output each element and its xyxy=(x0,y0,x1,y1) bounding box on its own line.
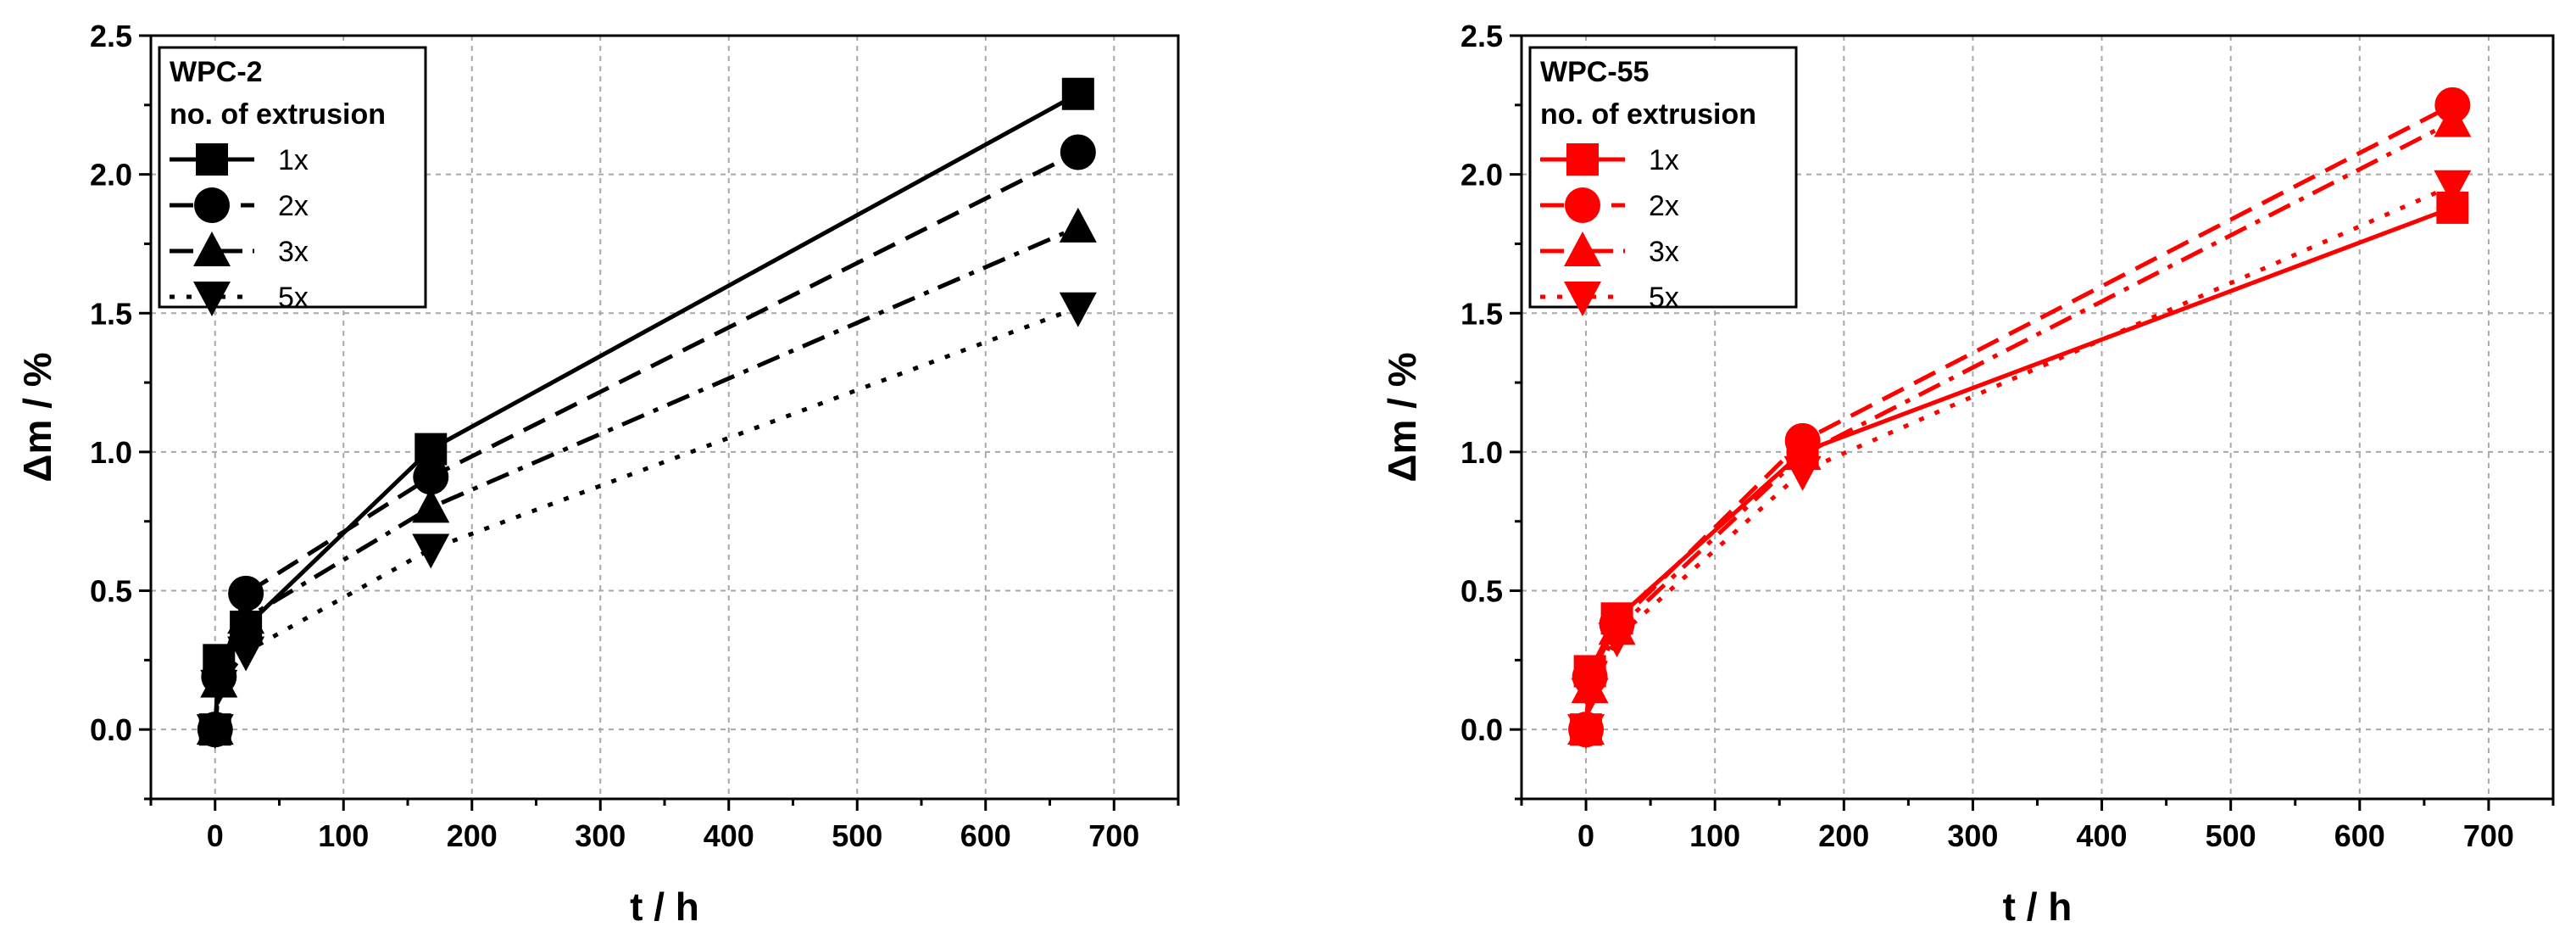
data-point-5x xyxy=(1567,714,1605,750)
legend-label-1x: 1x xyxy=(278,144,309,176)
y-tick-label: 0.5 xyxy=(1460,574,1503,609)
legend-marker-2x xyxy=(194,187,230,223)
x-tick-label: 700 xyxy=(1088,818,1139,853)
legend-title: WPC-2 xyxy=(170,56,263,88)
x-tick-label: 500 xyxy=(832,818,882,853)
legend-marker-1x xyxy=(196,143,228,176)
legend-subtitle: no. of extrusion xyxy=(1540,98,1756,131)
legend-marker-5x xyxy=(1564,282,1601,316)
x-tick-label: 0 xyxy=(1577,818,1594,853)
x-tick-label: 0 xyxy=(207,818,224,853)
legend-label-2x: 2x xyxy=(278,190,309,222)
data-point-5x xyxy=(200,669,238,705)
data-point-1x xyxy=(1061,77,1094,110)
x-tick-label: 100 xyxy=(318,818,369,853)
y-tick-label: 2.0 xyxy=(1460,158,1503,193)
x-tick-label: 100 xyxy=(1689,818,1740,853)
y-tick-label: 0.0 xyxy=(1460,712,1503,747)
y-tick-label: 0.5 xyxy=(90,574,132,609)
legend-label-2x: 2x xyxy=(1649,190,1679,222)
legend-subtitle: no. of extrusion xyxy=(170,98,386,131)
y-tick-label: 2.0 xyxy=(90,158,132,193)
y-tick-label: 2.5 xyxy=(1460,19,1503,53)
legend-marker-3x xyxy=(1564,232,1601,266)
x-axis-title: t / h xyxy=(630,885,699,929)
data-point-5x xyxy=(1598,622,1636,658)
data-point-2x xyxy=(413,459,449,495)
x-tick-label: 200 xyxy=(1818,818,1869,853)
legend-title: WPC-55 xyxy=(1540,56,1649,88)
legend-label-3x: 3x xyxy=(278,236,309,268)
x-tick-label: 300 xyxy=(1947,818,1998,853)
data-point-5x xyxy=(1783,455,1822,491)
y-tick-label: 2.5 xyxy=(90,19,132,53)
data-point-3x xyxy=(2434,102,2472,137)
x-axis-title: t / h xyxy=(2003,885,2072,929)
legend-marker-1x xyxy=(1566,143,1599,176)
data-point-2x xyxy=(228,575,264,611)
y-tick-label: 1.5 xyxy=(1460,296,1503,331)
y-tick-label: 0.0 xyxy=(90,712,132,747)
data-point-5x xyxy=(2434,170,2472,205)
y-tick-label: 1.0 xyxy=(90,435,132,470)
data-point-5x xyxy=(227,636,265,672)
y-tick-label: 1.5 xyxy=(90,296,132,331)
x-tick-label: 600 xyxy=(960,818,1011,853)
y-axis-title: Δm / % xyxy=(15,352,59,482)
legend-label-5x: 5x xyxy=(278,282,309,314)
legend-marker-5x xyxy=(193,282,231,316)
y-tick-label: 1.0 xyxy=(1460,435,1503,470)
data-point-3x xyxy=(1059,207,1097,243)
x-tick-label: 400 xyxy=(2077,818,2128,853)
chart-panel-wpc-55: 0 100 200 300 400 500 600 700 0.0 0.5 1.0 1.5 2.0 2.5… xyxy=(1380,19,2555,929)
series-line-5x xyxy=(213,305,1079,730)
x-tick-label: 400 xyxy=(704,818,754,853)
data-point-3x xyxy=(412,488,450,523)
legend-label-3x: 3x xyxy=(1649,236,1679,268)
chart-panel-wpc-2: 0 100 200 300 400 500 600 700 0.0 0.5 1.0 1.5 2.0 2.5… xyxy=(15,19,1180,929)
data-point-5x xyxy=(1571,678,1609,713)
x-tick-label: 300 xyxy=(575,818,626,853)
legend-marker-2x xyxy=(1565,187,1600,223)
y-axis-title: Δm / % xyxy=(1380,352,1424,482)
x-tick-label: 700 xyxy=(2463,818,2514,853)
legend-marker-3x xyxy=(193,232,231,266)
data-point-2x xyxy=(1060,134,1096,170)
data-point-5x xyxy=(196,714,234,750)
data-point-5x xyxy=(1059,292,1097,327)
x-tick-label: 600 xyxy=(2334,818,2385,853)
data-point-5x xyxy=(412,533,450,569)
legend-label-5x: 5x xyxy=(1649,282,1679,314)
legend-label-1x: 1x xyxy=(1649,144,1679,176)
x-tick-label: 200 xyxy=(447,818,498,853)
x-tick-label: 500 xyxy=(2206,818,2256,853)
data-point-3x xyxy=(227,599,265,634)
